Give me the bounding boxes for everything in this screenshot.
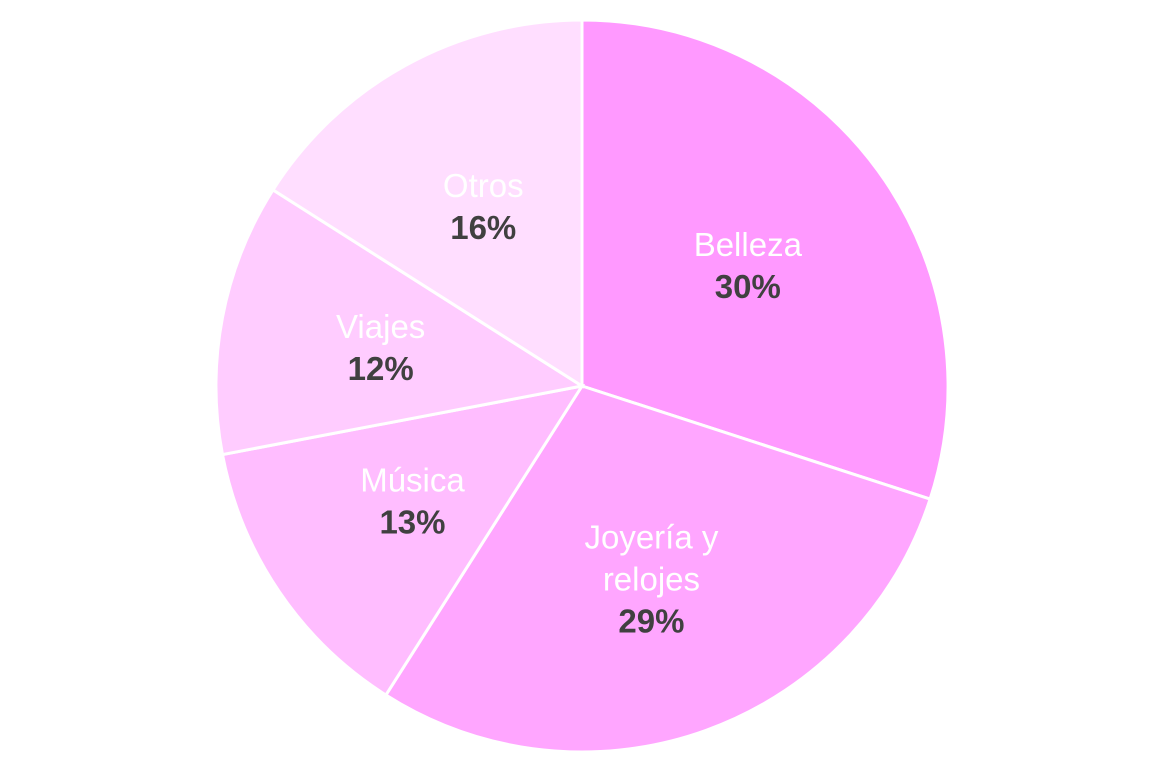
pie-slice-viajes [214,187,587,457]
slice-category-label: Viajes [336,308,425,345]
slice-category-label: Belleza [694,226,803,263]
slice-category-label: Música [360,462,465,499]
slice-value-label: 12% [348,350,414,387]
slice-value-label: 16% [450,209,516,246]
slice-value-label: 13% [379,504,445,541]
pie-slice-belleza [580,18,950,501]
slice-value-label: 29% [618,602,684,639]
pie-slice-otros [270,18,584,389]
slice-category-label: relojes [603,560,700,597]
slice-category-label: Otros [443,167,524,204]
slice-category-label: Joyería y [584,518,718,555]
slice-value-label: 30% [715,268,781,305]
pie-slice-joyeria-y-relojes [383,384,932,754]
pie-slice-musica [220,383,586,698]
